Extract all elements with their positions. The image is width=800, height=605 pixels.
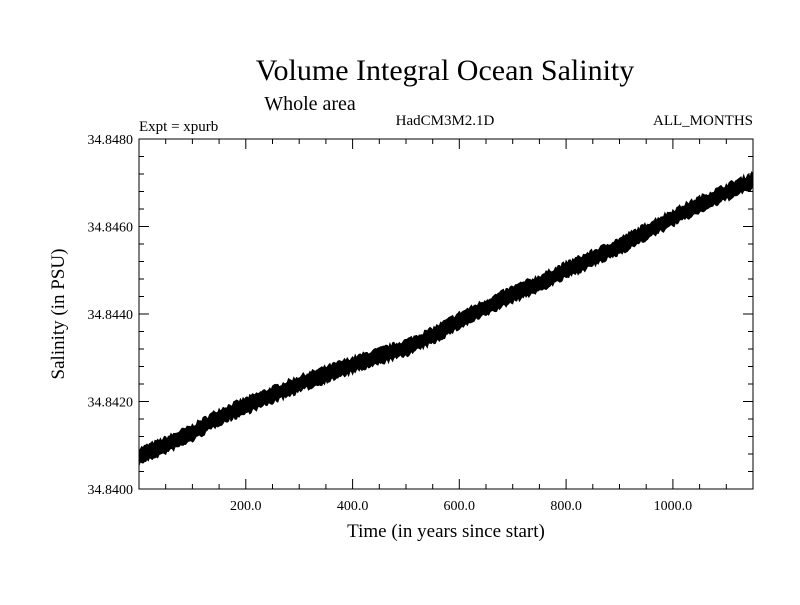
period-label: ALL_MONTHS [653, 113, 753, 129]
chart-title: Volume Integral Ocean Salinity [256, 54, 635, 87]
series-band [138, 171, 754, 466]
y-tick-label: 34.8400 [88, 483, 134, 498]
y-ticks: 34.8400 34.8420 34.8440 34.8460 34.8480 [88, 133, 753, 498]
series-layer [138, 171, 754, 466]
model-label: HadCM3M2.1D [396, 113, 495, 129]
y-axis-label: Salinity (in PSU) [48, 249, 69, 380]
y-tick-label: 34.8420 [88, 396, 134, 411]
y-tick-label: 34.8480 [88, 133, 134, 148]
x-ticks: 200.0 400.0 600.0 800.0 1000.0 [165, 139, 727, 514]
x-axis-label: Time (in years since start) [347, 521, 545, 542]
x-tick-label: 200.0 [230, 499, 262, 514]
series-line [138, 179, 754, 458]
y-tick-label: 34.8460 [88, 221, 134, 236]
x-tick-label: 400.0 [337, 499, 369, 514]
x-tick-label: 600.0 [444, 499, 476, 514]
y-tick-label: 34.8440 [88, 308, 134, 323]
chart-subtitle: Whole area [264, 93, 356, 115]
plot-frame [138, 138, 754, 490]
x-tick-label: 1000.0 [654, 499, 693, 514]
experiment-label: Expt = xpurb [139, 119, 218, 135]
x-tick-label: 800.0 [550, 499, 582, 514]
